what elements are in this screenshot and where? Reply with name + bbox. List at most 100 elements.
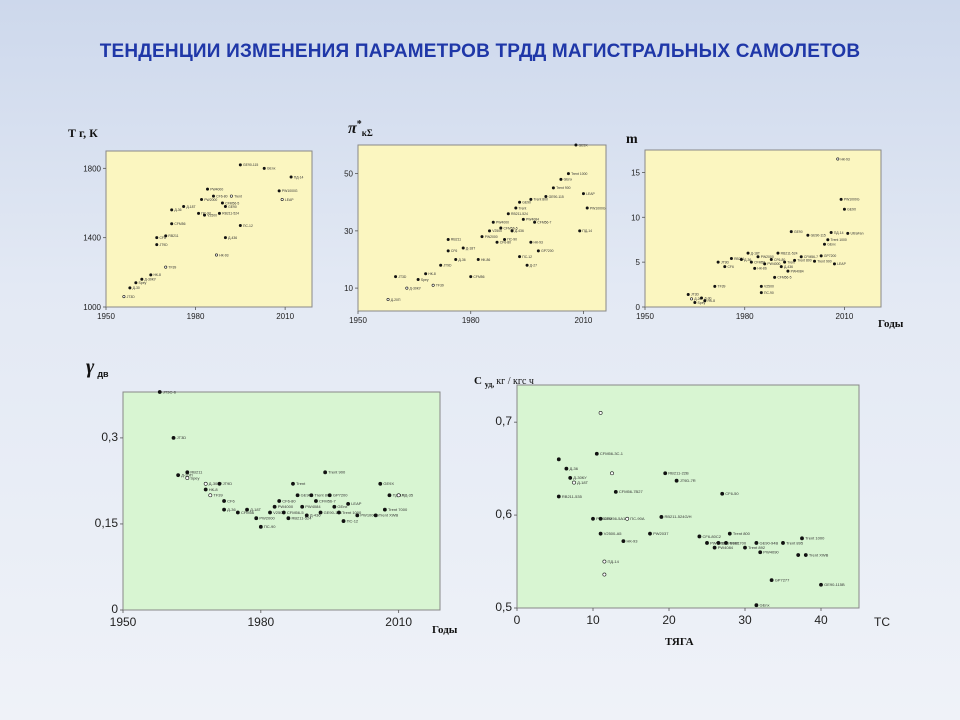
data-point [289,175,293,179]
point-label: CFM56 [473,275,484,279]
point-label: LEAP [285,198,294,202]
point-label: Trent 800 [797,259,812,263]
point-label: V2500 [207,213,217,217]
data-point [373,513,378,518]
point-label: Trent 800 [534,198,549,202]
point-label: RB211-22B [668,471,689,476]
data-point [756,255,760,259]
data-point [819,582,823,587]
point-label: CF6-80 [216,194,227,198]
data-point [690,297,694,301]
point-label: НК-8 [428,272,436,276]
data-point [578,229,582,233]
data-point [341,519,346,523]
data-point [272,504,277,509]
data-point [332,504,337,509]
point-label: CF6-80 [282,498,296,503]
data-point [793,258,797,262]
y-tick-label: 5 [636,258,641,267]
data-point [842,207,846,211]
point-label: ПС-90 [764,291,774,295]
point-label: ПД-14 [582,229,592,233]
point-label: PW4000 [496,221,509,225]
point-label: PW1000G [590,206,606,210]
data-point [424,272,428,276]
y-tick-label: 0 [111,602,118,616]
point-label: Spey [190,475,199,480]
point-label: Д-36 [570,466,579,471]
point-label: PW4084 [718,545,734,550]
data-point [799,255,803,259]
data-point [568,476,573,480]
point-label: PW4000 [767,262,780,266]
point-label: Д-436 [515,229,524,233]
point-label: GE90 [228,205,237,209]
data-point [572,480,576,485]
point-label: GE90 [522,201,531,205]
point-label: ПС-90А [630,516,645,521]
data-point [171,435,176,440]
data-point [277,499,282,503]
x-tick-label: 1980 [736,312,754,321]
point-label: CF6-80E1 [722,540,741,545]
data-point [758,550,763,555]
data-point [382,507,387,512]
data-point [476,257,480,261]
y-tick-label: 10 [631,213,640,222]
data-point [574,143,578,147]
point-label: GE90-115 [243,163,258,167]
point-label: JT3D [127,295,136,299]
data-point [753,266,757,270]
point-label: GE9X [579,143,589,147]
point-label: ПД-14 [294,175,304,179]
data-point [300,504,305,509]
point-label: RB211-535 [562,494,583,499]
x-tick-label: 1950 [349,316,367,325]
data-point [480,235,484,239]
point-label: GEnx [267,167,276,171]
point-label: GP7200 [541,249,554,253]
data-point [551,186,555,190]
data-point [613,489,618,494]
data-point [446,249,450,253]
point-label: Spey [698,301,706,305]
data-point [602,559,607,564]
point-label: JT9D [159,243,168,247]
point-label: Д-30КУ [573,475,587,480]
x-axis-label: ТЯГА [665,636,694,648]
data-point [729,257,733,261]
point-label: CF6-80 [500,241,511,245]
data-point [488,229,492,233]
data-point [203,213,207,217]
data-point [323,470,328,475]
data-point [556,494,561,499]
data-point [461,246,465,250]
point-label: RB211-524 [511,212,528,216]
data-point [697,534,702,539]
data-point [214,253,218,257]
point-label: CFM56-5 [287,510,304,515]
data-point [211,194,215,198]
x-tick-label: 1980 [247,615,274,629]
data-point [439,263,443,267]
point-label: Д-18Т [466,246,475,250]
data-point [521,217,525,221]
data-point [304,513,309,518]
data-point [229,194,233,198]
data-point [598,531,603,536]
data-point [200,198,204,202]
y-tick-label: 0,3 [101,430,118,444]
point-label: CF6-50 [725,491,739,496]
point-label: ПД-35 [402,493,414,498]
point-label: TF39 [718,285,726,289]
data-point [716,260,720,264]
chart-tg: 1000 1400 1800 1950 1980 2010 Т г, К JT3D Д-30Sp… [68,126,313,321]
data-point [197,211,201,215]
data-point [763,262,767,266]
data-point [235,510,240,515]
point-label: JT9D-7R [680,478,696,483]
y-tick-label: 1000 [83,303,101,312]
point-label: Д-20П [181,472,192,477]
point-label: Д-18Т [250,507,261,512]
y-tick-label: 30 [344,227,353,236]
